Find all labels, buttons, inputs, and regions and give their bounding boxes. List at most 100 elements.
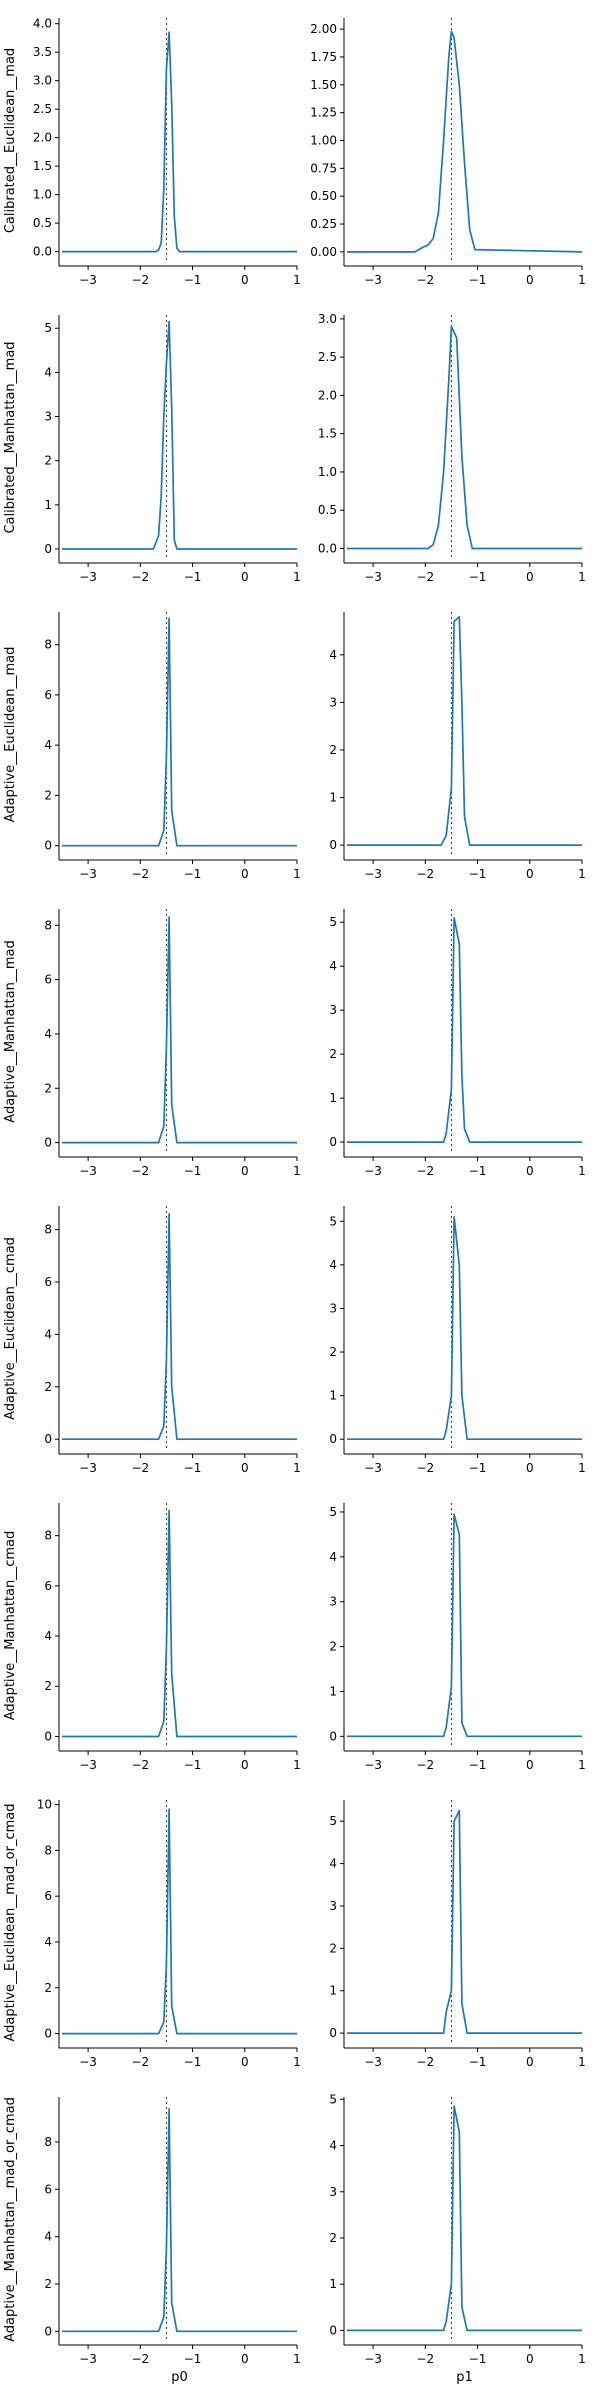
y-tick-label: 2 bbox=[329, 743, 337, 757]
density-line bbox=[347, 2105, 582, 2332]
y-axis-label: Adaptive__Euclidean__mad bbox=[3, 647, 18, 823]
y-tick-label: 3 bbox=[329, 1301, 337, 1315]
y-axis-label: Adaptive__Manhattan__cmad bbox=[3, 1531, 18, 1721]
x-axis-label: p0 bbox=[171, 2370, 188, 2385]
x-tick-label: −1 bbox=[469, 1758, 487, 1772]
y-tick-label: 1.5 bbox=[318, 427, 337, 441]
y-tick-label: 0 bbox=[329, 1729, 337, 1743]
y-axis-label: Adaptive__Manhattan__mad bbox=[3, 940, 18, 1122]
subplot-14: 0 2 4 6 8 −3 −2 −1 0 1 Adaptive__Manhattan__mad_or… bbox=[3, 2097, 301, 2385]
y-axis-label: Adaptive__Euclidean__cmad bbox=[3, 1237, 18, 1420]
subplot-7: 0 1 2 3 4 5 −3 −2 −1 0 1 bbox=[329, 909, 586, 1178]
x-tick-label: −2 bbox=[131, 1461, 149, 1475]
x-tick-label: −2 bbox=[416, 1164, 434, 1178]
x-tick-label: −1 bbox=[184, 273, 202, 287]
y-tick-label: 5 bbox=[329, 2092, 337, 2106]
y-tick-label: 8 bbox=[44, 2135, 52, 2149]
subplot-13: 0 1 2 3 4 5 −3 −2 −1 0 1 bbox=[329, 1800, 586, 2069]
y-tick-label: 4 bbox=[44, 365, 52, 379]
y-tick-label: 1 bbox=[329, 791, 337, 805]
y-tick-label: 4 bbox=[329, 648, 337, 662]
x-tick-label: 1 bbox=[293, 273, 301, 287]
x-tick-label: 1 bbox=[578, 2352, 586, 2366]
subplot-5: 0 1 2 3 4 −3 −2 −1 0 1 bbox=[329, 612, 586, 881]
density-line bbox=[62, 617, 297, 847]
x-tick-label: −2 bbox=[131, 1758, 149, 1772]
subplot-1: 0.00 0.25 0.50 0.75 1.00 1.25 1.50 1.75 2.00 −3 −2… bbox=[310, 18, 586, 287]
y-tick-label: 3.5 bbox=[33, 45, 52, 59]
y-tick-label: 0.50 bbox=[310, 189, 337, 203]
y-tick-label: 6 bbox=[44, 688, 52, 702]
x-tick-label: −3 bbox=[79, 867, 97, 881]
y-tick-label: 3 bbox=[329, 695, 337, 709]
x-tick-label: −2 bbox=[416, 570, 434, 584]
y-tick-label: 1.50 bbox=[310, 78, 337, 92]
x-tick-label: −1 bbox=[469, 273, 487, 287]
density-line bbox=[347, 1809, 582, 2034]
x-tick-label: −1 bbox=[184, 1164, 202, 1178]
x-tick-label: −1 bbox=[184, 2352, 202, 2366]
y-tick-label: 0.25 bbox=[310, 217, 337, 231]
x-tick-label: −3 bbox=[364, 1164, 382, 1178]
y-tick-label: 1.00 bbox=[310, 134, 337, 148]
x-tick-label: −1 bbox=[469, 1461, 487, 1475]
y-axis-label: Calibrated__Euclidean__mad bbox=[3, 48, 18, 233]
y-tick-label: 6 bbox=[44, 973, 52, 987]
x-tick-label: 0 bbox=[241, 1164, 249, 1178]
subplot-10: 0 2 4 6 8 −3 −2 −1 0 1 Adaptive__Manhattan__cmad bbox=[3, 1503, 301, 1772]
x-tick-label: −3 bbox=[364, 2352, 382, 2366]
y-tick-label: 2.0 bbox=[318, 388, 337, 402]
density-line bbox=[347, 30, 583, 253]
y-tick-label: 3.0 bbox=[33, 74, 52, 88]
y-tick-label: 4 bbox=[329, 1550, 337, 1564]
x-tick-label: −2 bbox=[416, 867, 434, 881]
y-tick-label: 5 bbox=[329, 1214, 337, 1228]
y-tick-label: 2 bbox=[329, 2231, 337, 2245]
x-tick-label: −1 bbox=[184, 570, 202, 584]
x-tick-label: 0 bbox=[526, 867, 534, 881]
y-tick-label: 4 bbox=[44, 1027, 52, 1041]
x-tick-label: 0 bbox=[526, 2352, 534, 2366]
subplot-0: 0.0 0.5 1.0 1.5 2.0 2.5 3.0 3.5 4.0 −3 −2 −1 0 1 Calib… bbox=[3, 17, 301, 287]
y-tick-label: 6 bbox=[44, 2182, 52, 2196]
y-tick-label: 1 bbox=[329, 2277, 337, 2291]
y-tick-label: 4 bbox=[44, 1935, 52, 1949]
x-tick-label: −2 bbox=[131, 273, 149, 287]
density-line bbox=[62, 2107, 297, 2333]
x-tick-label: −2 bbox=[131, 867, 149, 881]
y-tick-label: 0 bbox=[329, 2323, 337, 2337]
x-tick-label: 0 bbox=[241, 2352, 249, 2366]
y-tick-label: 4.0 bbox=[33, 17, 52, 31]
x-tick-label: 0 bbox=[241, 273, 249, 287]
y-tick-label: 1.75 bbox=[310, 50, 337, 64]
x-tick-label: 1 bbox=[578, 273, 586, 287]
y-tick-label: 1 bbox=[329, 1389, 337, 1403]
x-tick-label: −2 bbox=[131, 570, 149, 584]
y-tick-label: 6 bbox=[44, 1579, 52, 1593]
x-tick-label: 0 bbox=[526, 273, 534, 287]
subplot-3: 0.0 0.5 1.0 1.5 2.0 2.5 3.0 −3 −2 −1 0 1 bbox=[318, 312, 586, 584]
x-tick-label: 1 bbox=[578, 1758, 586, 1772]
subplot-4: 0 2 4 6 8 −3 −2 −1 0 1 Adaptive__Euclidean__mad bbox=[3, 612, 301, 881]
y-tick-label: 2 bbox=[44, 1981, 52, 1995]
x-tick-label: −2 bbox=[416, 1758, 434, 1772]
x-tick-label: 0 bbox=[526, 1758, 534, 1772]
x-tick-label: −3 bbox=[364, 2055, 382, 2069]
x-tick-label: −3 bbox=[364, 570, 382, 584]
x-tick-label: −2 bbox=[416, 1461, 434, 1475]
y-tick-label: 8 bbox=[44, 1529, 52, 1543]
y-tick-label: 8 bbox=[44, 1843, 52, 1857]
x-axis-label: p1 bbox=[456, 2370, 473, 2385]
y-tick-label: 1 bbox=[329, 1091, 337, 1105]
x-tick-label: 0 bbox=[526, 1461, 534, 1475]
subplot-15: 0 1 2 3 4 5 −3 −2 −1 0 1 p1 bbox=[329, 2092, 585, 2385]
y-tick-label: 0.5 bbox=[33, 216, 52, 230]
y-tick-label: 0.5 bbox=[318, 503, 337, 517]
x-tick-label: −3 bbox=[79, 2352, 97, 2366]
y-tick-label: 2 bbox=[44, 454, 52, 468]
y-tick-label: 2.00 bbox=[310, 22, 337, 36]
y-tick-label: 3 bbox=[329, 1595, 337, 1609]
x-tick-label: −1 bbox=[184, 867, 202, 881]
x-tick-label: −3 bbox=[79, 273, 97, 287]
y-tick-label: 1 bbox=[329, 1984, 337, 1998]
